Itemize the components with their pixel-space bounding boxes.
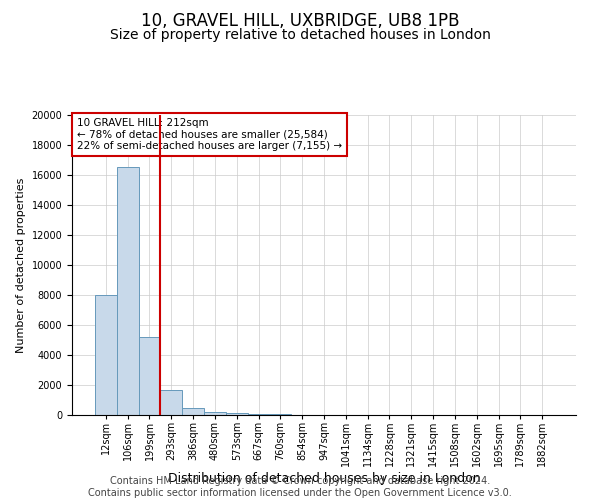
Text: Size of property relative to detached houses in London: Size of property relative to detached ho…	[110, 28, 490, 42]
Text: 10 GRAVEL HILL: 212sqm
← 78% of detached houses are smaller (25,584)
22% of semi: 10 GRAVEL HILL: 212sqm ← 78% of detached…	[77, 118, 342, 151]
Bar	[95, 295, 117, 415]
Bar	[269, 414, 291, 415]
Text: 10, GRAVEL HILL, UXBRIDGE, UB8 1PB: 10, GRAVEL HILL, UXBRIDGE, UB8 1PB	[141, 12, 459, 30]
Bar	[139, 337, 160, 415]
Bar	[160, 390, 182, 415]
Text: Contains HM Land Registry data © Crown copyright and database right 2024.
Contai: Contains HM Land Registry data © Crown c…	[88, 476, 512, 498]
Bar	[204, 412, 226, 415]
Y-axis label: Number of detached properties: Number of detached properties	[16, 178, 26, 352]
Bar	[248, 414, 269, 415]
Bar	[226, 413, 248, 415]
X-axis label: Distribution of detached houses by size in London: Distribution of detached houses by size …	[167, 472, 481, 484]
Bar	[117, 168, 139, 415]
Bar	[182, 408, 204, 415]
